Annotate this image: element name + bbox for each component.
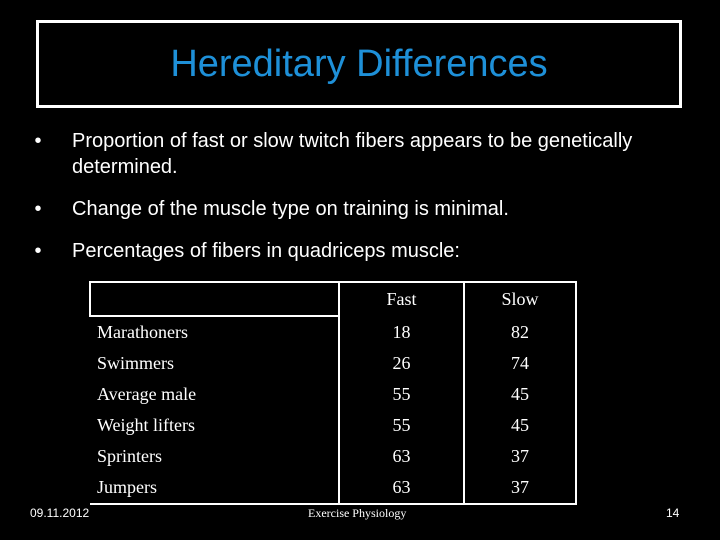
footer-course: Exercise Physiology — [308, 506, 407, 520]
row-fast-value: 26 — [338, 348, 465, 379]
table-row: Average male 55 45 — [90, 379, 577, 410]
row-fast-value: 55 — [338, 410, 465, 441]
row-label: Sprinters — [97, 446, 162, 466]
row-label: Average male — [97, 384, 197, 404]
row-slow-value: 45 — [464, 379, 577, 410]
row-fast-value: 63 — [338, 441, 465, 472]
slide-title-box: Hereditary Differences — [36, 20, 682, 108]
table-row: Sprinters 63 37 — [90, 441, 577, 472]
table-row: Marathoners 18 82 — [90, 316, 577, 348]
row-slow-value: 37 — [464, 441, 577, 472]
bullet-dot-icon: • — [34, 130, 42, 152]
table-row: Jumpers 63 37 — [90, 472, 577, 505]
row-fast-value: 55 — [338, 379, 465, 410]
row-fast-value: 18 — [338, 316, 465, 348]
table-header-name — [89, 281, 340, 317]
bullet-dot-icon: • — [34, 240, 42, 262]
row-label: Weight lifters — [97, 415, 196, 435]
table-row: Swimmers 26 74 — [90, 348, 577, 379]
row-label: Swimmers — [97, 353, 175, 373]
row-label: Marathoners — [97, 322, 188, 342]
bullet-text: Proportion of fast or slow twitch fibers… — [72, 130, 633, 178]
row-label: Jumpers — [90, 472, 339, 505]
fiber-percentage-table: Fast Slow Marathoners 18 82 Swimmers 26 … — [89, 281, 577, 505]
bullet-list: • Proportion of fast or slow twitch fibe… — [28, 128, 668, 280]
bullet-item: • Change of the muscle type on training … — [28, 196, 668, 222]
bullet-text: Change of the muscle type on training is… — [72, 198, 509, 220]
row-slow-value: 45 — [464, 410, 577, 441]
table-header-row: Fast Slow — [89, 281, 577, 317]
table-row: Weight lifters 55 45 — [90, 410, 577, 441]
table-header-fast: Fast — [338, 281, 465, 316]
footer-date: 09.11.2012 — [30, 506, 90, 520]
bullet-item: • Percentages of fibers in quadriceps mu… — [28, 238, 668, 264]
slide-title: Hereditary Differences — [170, 42, 548, 85]
bullet-dot-icon: • — [34, 198, 42, 220]
table-header-slow: Slow — [464, 281, 577, 316]
row-slow-value: 37 — [464, 472, 577, 505]
bullet-text: Percentages of fibers in quadriceps musc… — [72, 240, 460, 262]
row-slow-value: 82 — [464, 316, 577, 348]
row-fast-value: 63 — [338, 472, 465, 505]
footer-page-number: 14 — [666, 506, 680, 520]
row-slow-value: 74 — [464, 348, 577, 379]
bullet-item: • Proportion of fast or slow twitch fibe… — [28, 128, 668, 180]
